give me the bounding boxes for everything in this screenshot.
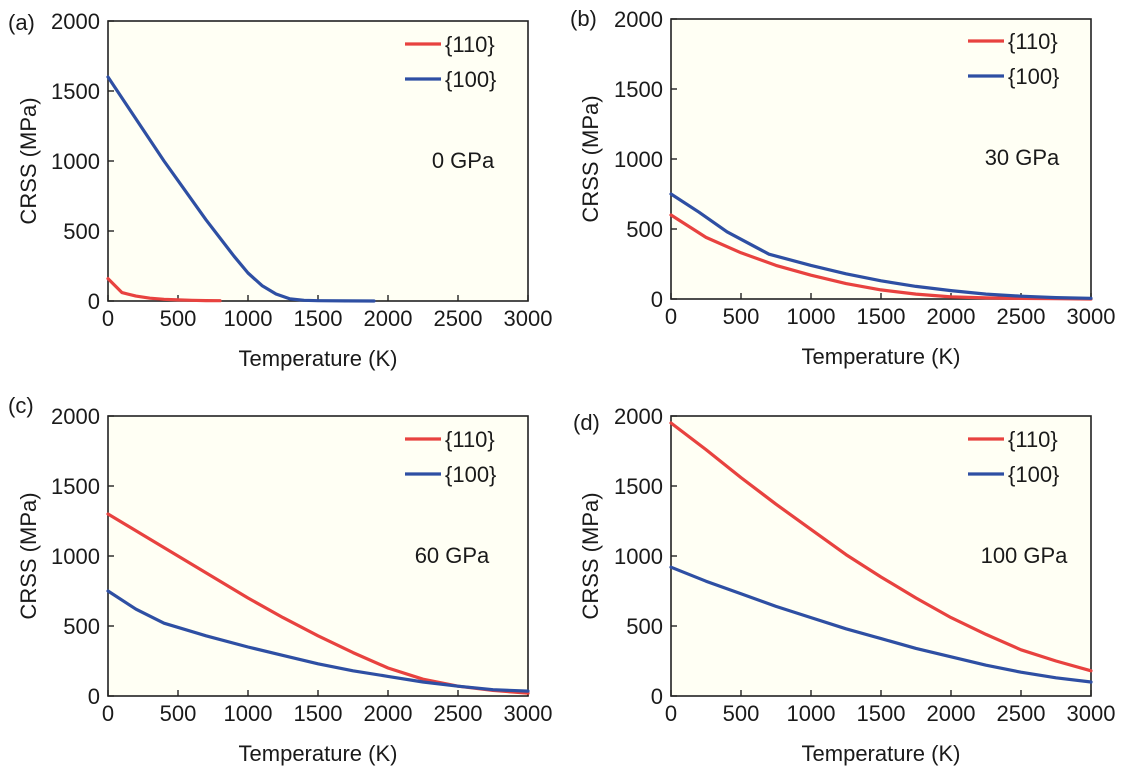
y-tick-label: 2000 <box>51 404 100 429</box>
legend-label: {100} <box>445 67 496 92</box>
x-axis-label: Temperature (K) <box>239 346 398 371</box>
x-tick-label: 3000 <box>1067 701 1116 726</box>
series-line-110 <box>106 277 222 303</box>
chart-panel-1: 0 500 1000 1500 2000 2500 3000 0 500 1000 1500 2000… <box>8 9 552 371</box>
legend-label: {110} <box>1008 427 1058 452</box>
x-tick-label: 1500 <box>857 304 906 329</box>
y-tick-label: 1500 <box>51 79 100 104</box>
x-tick-label: 1500 <box>857 701 906 726</box>
x-tick-label: 500 <box>160 701 197 726</box>
pressure-annotation: 100 GPa <box>981 543 1069 568</box>
y-tick-label: 2000 <box>51 9 100 34</box>
series-line-100 <box>106 589 530 693</box>
x-tick-label: 2500 <box>997 304 1046 329</box>
y-tick-label: 1000 <box>51 149 100 174</box>
x-tick-label: 500 <box>723 701 760 726</box>
y-tick-label: 500 <box>63 614 100 639</box>
pressure-annotation: 0 GPa <box>432 148 495 173</box>
pressure-annotation: 60 GPa <box>415 543 490 568</box>
x-tick-label: 0 <box>665 304 677 329</box>
x-tick-label: 2000 <box>364 306 413 331</box>
series-line-100 <box>669 565 1093 684</box>
x-axis-label: Temperature (K) <box>802 741 961 766</box>
x-tick-label: 1500 <box>294 701 343 726</box>
panel-label: (c) <box>8 393 34 418</box>
x-tick-label: 2000 <box>927 701 976 726</box>
x-tick-label: 1000 <box>787 304 836 329</box>
legend-label: {100} <box>445 462 496 487</box>
y-tick-label: 0 <box>651 684 663 709</box>
y-tick-label: 1500 <box>614 77 663 102</box>
y-axis-label: CRSS (MPa) <box>16 492 41 619</box>
series-line-110 <box>669 421 1093 673</box>
x-tick-label: 500 <box>160 306 197 331</box>
y-tick-label: 1000 <box>614 147 663 172</box>
x-tick-label: 2000 <box>927 304 976 329</box>
legend-label: {100} <box>1008 462 1059 487</box>
y-tick-label: 1000 <box>614 544 663 569</box>
y-tick-label: 1000 <box>51 544 100 569</box>
pressure-annotation: 30 GPa <box>985 145 1060 170</box>
y-axis-label: CRSS (MPa) <box>578 492 603 619</box>
y-tick-label: 2000 <box>614 404 663 429</box>
legend-label: {110} <box>1008 29 1058 54</box>
chart-panel-2: 0 500 1000 1500 2000 2500 3000 0 500 1000 1500 2000… <box>570 6 1115 369</box>
x-tick-label: 2500 <box>434 701 483 726</box>
y-tick-label: 1500 <box>51 474 100 499</box>
x-tick-label: 3000 <box>504 701 553 726</box>
x-tick-label: 3000 <box>1067 304 1116 329</box>
x-tick-label: 0 <box>102 306 114 331</box>
x-tick-label: 500 <box>723 304 760 329</box>
x-tick-label: 1000 <box>224 306 273 331</box>
plot-area <box>107 20 529 302</box>
chart-panel-4: 0 500 1000 1500 2000 2500 3000 0 500 1000 1500 2000… <box>573 404 1115 766</box>
panel-label: (d) <box>573 410 600 435</box>
y-tick-label: 0 <box>88 684 100 709</box>
panel-label: (a) <box>8 10 35 35</box>
y-tick-label: 500 <box>63 219 100 244</box>
y-axis-label: CRSS (MPa) <box>16 97 41 224</box>
y-tick-label: 0 <box>651 287 663 312</box>
x-axis-label: Temperature (K) <box>239 741 398 766</box>
y-tick-label: 2000 <box>614 7 663 32</box>
x-tick-label: 2500 <box>434 306 483 331</box>
series-line-100 <box>669 192 1093 300</box>
x-tick-label: 2000 <box>364 701 413 726</box>
legend-label: {110} <box>445 427 495 452</box>
x-tick-label: 3000 <box>504 306 553 331</box>
x-tick-label: 2500 <box>997 701 1046 726</box>
series-line-100 <box>106 75 376 303</box>
x-axis-label: Temperature (K) <box>802 344 961 369</box>
legend-label: {110} <box>445 32 495 57</box>
y-tick-label: 1500 <box>614 474 663 499</box>
x-tick-label: 0 <box>102 701 114 726</box>
legend-label: {100} <box>1008 64 1059 89</box>
x-tick-label: 1500 <box>294 306 343 331</box>
y-axis-label: CRSS (MPa) <box>578 95 603 222</box>
series-line-110 <box>669 213 1093 301</box>
y-tick-label: 500 <box>626 217 663 242</box>
chart-panel-3: 0 500 1000 1500 2000 2500 3000 0 500 1000 1500 2000… <box>8 393 552 766</box>
y-tick-label: 500 <box>626 614 663 639</box>
y-tick-label: 0 <box>88 289 100 314</box>
x-tick-label: 0 <box>665 701 677 726</box>
x-tick-label: 1000 <box>224 701 273 726</box>
x-tick-label: 1000 <box>787 701 836 726</box>
panel-label: (b) <box>570 6 597 31</box>
